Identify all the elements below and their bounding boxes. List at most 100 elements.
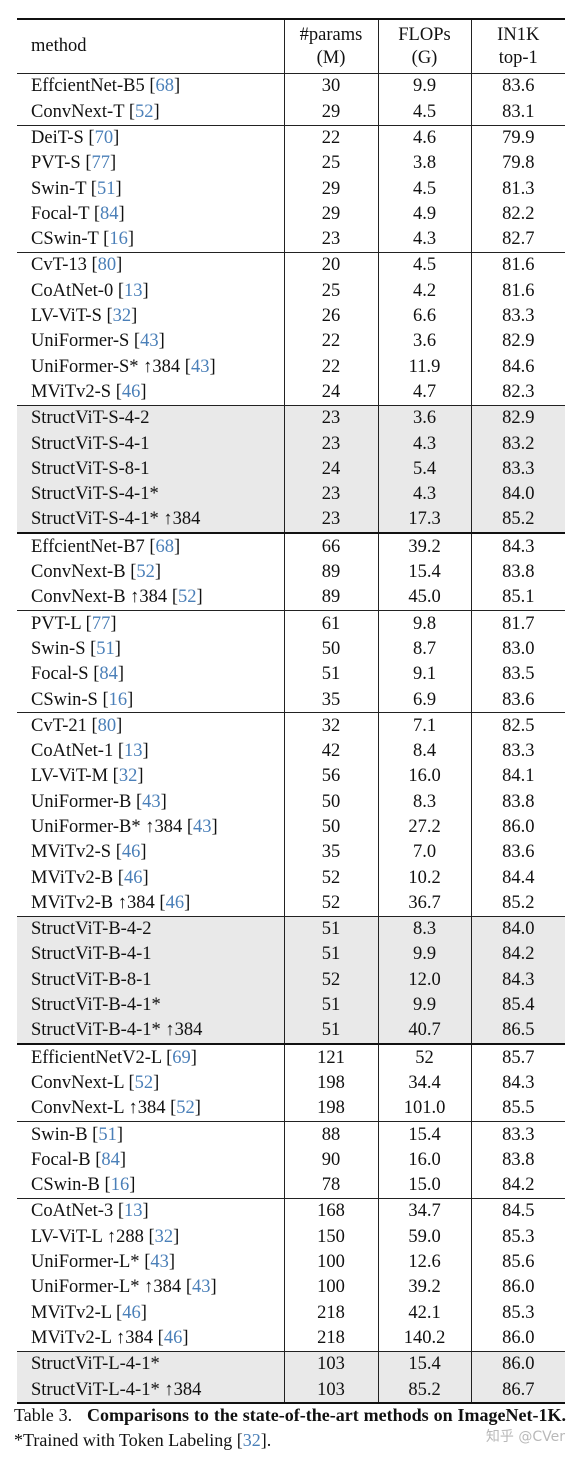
cell-accuracy: 85.6 xyxy=(470,1249,565,1275)
cell-accuracy: 83.1 xyxy=(470,99,565,126)
citation-link[interactable]: 51 xyxy=(96,178,116,199)
method-name: LV-ViT-S xyxy=(31,306,102,327)
cell-method: LV-ViT-M [32] xyxy=(31,766,144,787)
citation-link[interactable]: 32 xyxy=(154,1226,174,1247)
cell-flops: 7.1 xyxy=(377,712,471,739)
citation-link[interactable]: 51 xyxy=(98,1124,117,1145)
cell-method: PVT-S [77] xyxy=(31,153,117,174)
method-name: UniFormer-S* ↑384 xyxy=(31,356,181,377)
table-row: CoAtNet-0 [13] 25 4.2 81.6 xyxy=(17,278,565,304)
cell-method: ConvNext-T [52] xyxy=(31,101,160,122)
cell-accuracy: 79.9 xyxy=(470,125,565,151)
table-row: EffcientNet-B5 [68] 30 9.9 83.6 xyxy=(17,73,565,100)
method-name: CoAtNet-1 xyxy=(31,741,114,762)
citation-link[interactable]: 69 xyxy=(172,1047,191,1068)
citation-link[interactable]: 16 xyxy=(108,689,128,710)
citation-link[interactable]: 13 xyxy=(124,280,143,301)
method-name: UniFormer-L* xyxy=(31,1252,140,1273)
cell-method: DeiT-S [70] xyxy=(31,127,120,148)
cell-accuracy: 85.7 xyxy=(470,1044,565,1071)
method-name: Swin-T xyxy=(31,178,87,199)
citation-link[interactable]: 43 xyxy=(190,356,210,377)
cell-flops: 8.7 xyxy=(377,636,471,662)
citation-link[interactable]: 13 xyxy=(124,1201,143,1222)
cell-method: UniFormer-S [43] xyxy=(31,331,165,352)
cell-flops: 9.8 xyxy=(377,610,471,637)
citation-link[interactable]: 46 xyxy=(163,1327,183,1348)
cell-params: 100 xyxy=(283,1249,378,1275)
citation-link[interactable]: 46 xyxy=(121,381,141,402)
cell-accuracy: 84.3 xyxy=(470,533,565,560)
method-name: EffcientNet-B5 xyxy=(31,76,145,97)
cell-params: 61 xyxy=(283,610,378,637)
table-row: UniFormer-B [43] 50 8.3 83.8 xyxy=(17,789,565,815)
method-name: ConvNext-L ↑384 xyxy=(31,1098,166,1119)
citation-link[interactable]: 52 xyxy=(134,101,154,122)
cell-params: 23 xyxy=(283,431,378,457)
cell-accuracy: 85.1 xyxy=(470,584,565,611)
cell-method: MViTv2-B ↑384 [46] xyxy=(31,892,191,913)
citation-link[interactable]: 52 xyxy=(134,1072,154,1093)
cell-params: 51 xyxy=(283,1017,378,1045)
table-header: method #params (M) FLOPs (G) IN1K top-1 xyxy=(17,19,565,74)
citation-link[interactable]: 32 xyxy=(118,766,138,787)
table-row: UniFormer-S [43] 22 3.6 82.9 xyxy=(17,328,565,355)
citation-link[interactable]: 84 xyxy=(100,203,119,224)
citation-link[interactable]: 52 xyxy=(177,587,197,608)
citation-link[interactable]: 43 xyxy=(191,1277,211,1298)
table-row: StructViT-S-4-1 23 4.3 83.2 xyxy=(17,431,565,457)
method-name: ConvNext-B xyxy=(31,562,126,583)
cell-accuracy: 83.3 xyxy=(470,738,565,765)
cell-method: StructViT-S-8-1 xyxy=(17,456,284,482)
cell-method: ConvNext-B ↑384 [52] xyxy=(31,587,203,608)
citation-link[interactable]: 68 xyxy=(155,536,175,557)
caption-citation[interactable]: 32 xyxy=(242,1430,261,1450)
table-group: PVT-L [77] 61 9.8 81.7 Swin-S [51] 50 8.7 83.0 F… xyxy=(17,610,565,713)
caption-label: Table 3. xyxy=(14,1405,73,1425)
citation-link[interactable]: 16 xyxy=(110,1175,130,1196)
citation-link[interactable]: 46 xyxy=(122,1302,141,1323)
cell-params: 30 xyxy=(283,73,378,100)
table-group: CvT-13 [80] 20 4.5 81.6 CoAtNet-0 [13] 25 4.2 8… xyxy=(17,252,565,406)
cell-flops: 16.0 xyxy=(377,764,471,790)
cell-accuracy: 83.3 xyxy=(470,1121,565,1148)
citation-link[interactable]: 80 xyxy=(97,255,117,276)
table-group-ours: StructViT-L-4-1* 103 15.4 86.0 StructViT-L-4… xyxy=(17,1351,565,1404)
method-name: StructViT-B-4-1 xyxy=(31,944,152,965)
citation-link[interactable]: 77 xyxy=(91,153,111,174)
citation-link[interactable]: 80 xyxy=(97,715,117,736)
method-name: DeiT-S xyxy=(31,127,84,148)
citation-link[interactable]: 43 xyxy=(140,331,159,352)
citation-link[interactable]: 70 xyxy=(94,127,114,148)
cell-method: ConvNext-B [52] xyxy=(31,562,162,583)
citation-link[interactable]: 52 xyxy=(176,1098,195,1119)
citation-link[interactable]: 16 xyxy=(109,229,128,250)
citation-link[interactable]: 43 xyxy=(193,817,212,837)
citation-link[interactable]: 43 xyxy=(142,791,161,812)
header-accuracy: IN1K top-1 xyxy=(470,19,565,74)
citation-link[interactable]: 84 xyxy=(101,1149,120,1170)
cell-params: 52 xyxy=(283,890,378,917)
table-row: UniFormer-S* ↑384 [43] 22 11.9 84.6 xyxy=(17,354,565,380)
citation-link[interactable]: 68 xyxy=(155,76,175,97)
citation-link[interactable]: 46 xyxy=(123,867,143,888)
citation-link[interactable]: 52 xyxy=(136,562,155,583)
method-name: MViTv2-B ↑384 xyxy=(31,892,155,913)
citation-link[interactable]: 51 xyxy=(96,638,115,659)
cell-flops: 39.2 xyxy=(377,1274,471,1301)
citation-link[interactable]: 46 xyxy=(121,842,141,863)
citation-link[interactable]: 84 xyxy=(99,664,118,685)
citation-link[interactable]: 46 xyxy=(165,892,185,913)
cell-accuracy: 86.0 xyxy=(470,1325,565,1352)
citation-link[interactable]: 13 xyxy=(124,741,143,762)
cell-flops: 12.0 xyxy=(377,967,471,993)
cell-method: LV-ViT-L ↑288 [32] xyxy=(31,1226,180,1247)
cell-flops: 4.3 xyxy=(377,431,471,457)
citation-link[interactable]: 32 xyxy=(112,306,132,327)
method-name: MViTv2-L xyxy=(31,1302,112,1323)
cell-params: 25 xyxy=(283,278,378,304)
method-name: StructViT-B-8-1 xyxy=(31,969,152,990)
citation-link[interactable]: 43 xyxy=(150,1252,169,1273)
table-row: PVT-L [77] 61 9.8 81.7 xyxy=(17,610,565,637)
citation-link[interactable]: 77 xyxy=(91,613,111,634)
